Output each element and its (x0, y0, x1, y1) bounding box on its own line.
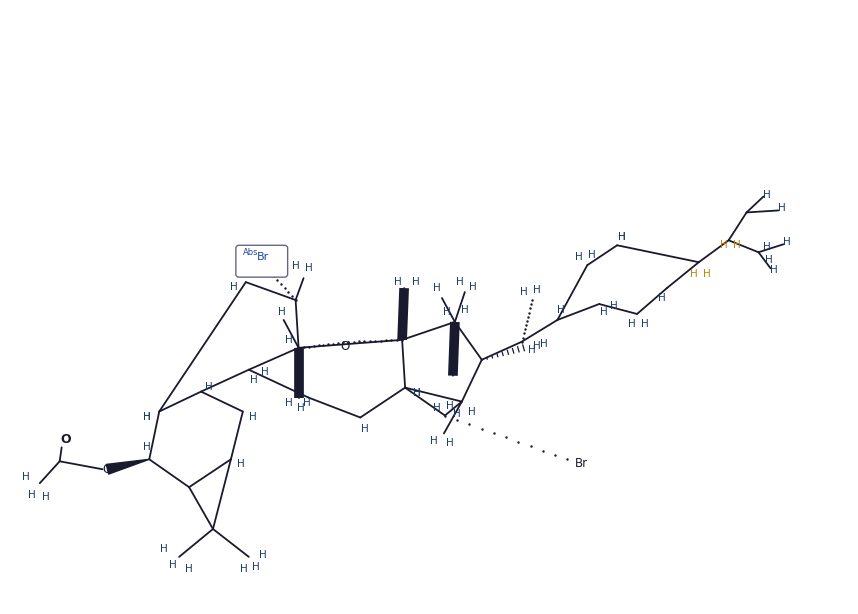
Text: H: H (414, 387, 421, 398)
Text: H: H (720, 240, 728, 251)
Text: H: H (533, 341, 541, 351)
Text: H: H (230, 282, 238, 292)
Text: H: H (446, 400, 454, 411)
Text: H: H (160, 544, 168, 554)
Text: H: H (763, 243, 770, 252)
Text: H: H (601, 307, 608, 317)
Text: H: H (303, 398, 311, 408)
Text: H: H (557, 305, 565, 315)
Text: H: H (703, 269, 710, 279)
Text: H: H (733, 240, 740, 251)
Text: Br: Br (257, 252, 269, 262)
FancyBboxPatch shape (236, 245, 287, 277)
Text: H: H (443, 307, 450, 317)
Text: H: H (185, 564, 193, 574)
Text: H: H (528, 345, 535, 355)
Text: H: H (240, 564, 248, 574)
Text: H: H (414, 387, 421, 398)
Text: H: H (395, 277, 402, 287)
Text: H: H (412, 277, 420, 287)
Text: H: H (690, 269, 698, 279)
Text: H: H (433, 283, 441, 293)
Text: H: H (461, 305, 468, 315)
Text: H: H (237, 459, 245, 469)
Text: H: H (777, 203, 785, 214)
Text: H: H (252, 562, 260, 572)
Text: H: H (305, 263, 312, 273)
Text: H: H (576, 252, 583, 262)
Text: H: H (297, 403, 305, 413)
Text: H: H (430, 437, 438, 446)
Text: H: H (169, 560, 177, 570)
Text: H: H (143, 411, 151, 421)
Text: H: H (42, 492, 50, 502)
Text: H: H (610, 301, 618, 311)
Text: H: H (143, 411, 151, 421)
Text: O: O (341, 340, 350, 353)
Text: H: H (533, 285, 541, 295)
Text: H: H (589, 251, 596, 260)
Text: H: H (285, 398, 293, 408)
Text: H: H (619, 232, 626, 243)
Text: Abs: Abs (243, 247, 258, 257)
Text: H: H (453, 408, 461, 419)
Text: H: H (540, 339, 547, 349)
Text: H: H (361, 424, 369, 435)
Text: H: H (250, 375, 257, 384)
Text: H: H (143, 442, 151, 453)
Text: H: H (292, 261, 299, 271)
Text: H: H (249, 411, 257, 421)
Text: H: H (520, 287, 528, 297)
Text: H: H (278, 307, 286, 317)
Text: O: O (60, 433, 71, 446)
Text: H: H (628, 319, 636, 329)
Text: H: H (261, 367, 269, 377)
Polygon shape (106, 459, 149, 474)
Text: H: H (763, 190, 770, 200)
Text: H: H (205, 382, 213, 392)
Text: H: H (22, 472, 30, 482)
Text: H: H (764, 255, 772, 265)
Text: H: H (28, 490, 36, 500)
Text: H: H (285, 335, 293, 345)
Text: H: H (782, 237, 790, 247)
Text: H: H (259, 550, 267, 560)
Text: H: H (469, 282, 477, 292)
Text: O: O (103, 463, 112, 476)
Text: H: H (433, 403, 441, 413)
Text: H: H (446, 438, 454, 448)
Text: H: H (468, 406, 475, 416)
Text: H: H (641, 319, 649, 329)
Text: H: H (658, 293, 666, 303)
Text: H: H (456, 277, 463, 287)
Text: H: H (619, 232, 626, 243)
Text: H: H (770, 265, 777, 275)
Text: Br: Br (576, 457, 589, 470)
